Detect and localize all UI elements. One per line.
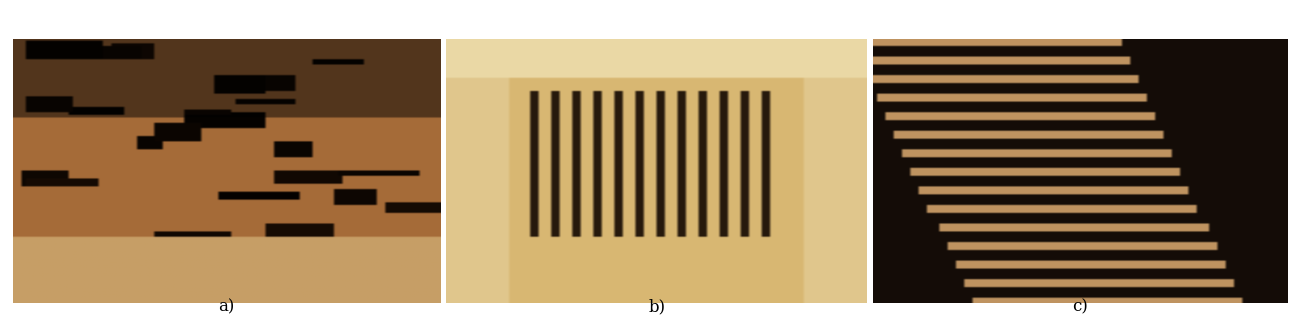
Text: b): b) bbox=[648, 298, 665, 316]
Text: c): c) bbox=[1073, 298, 1088, 316]
Text: a): a) bbox=[219, 298, 234, 316]
